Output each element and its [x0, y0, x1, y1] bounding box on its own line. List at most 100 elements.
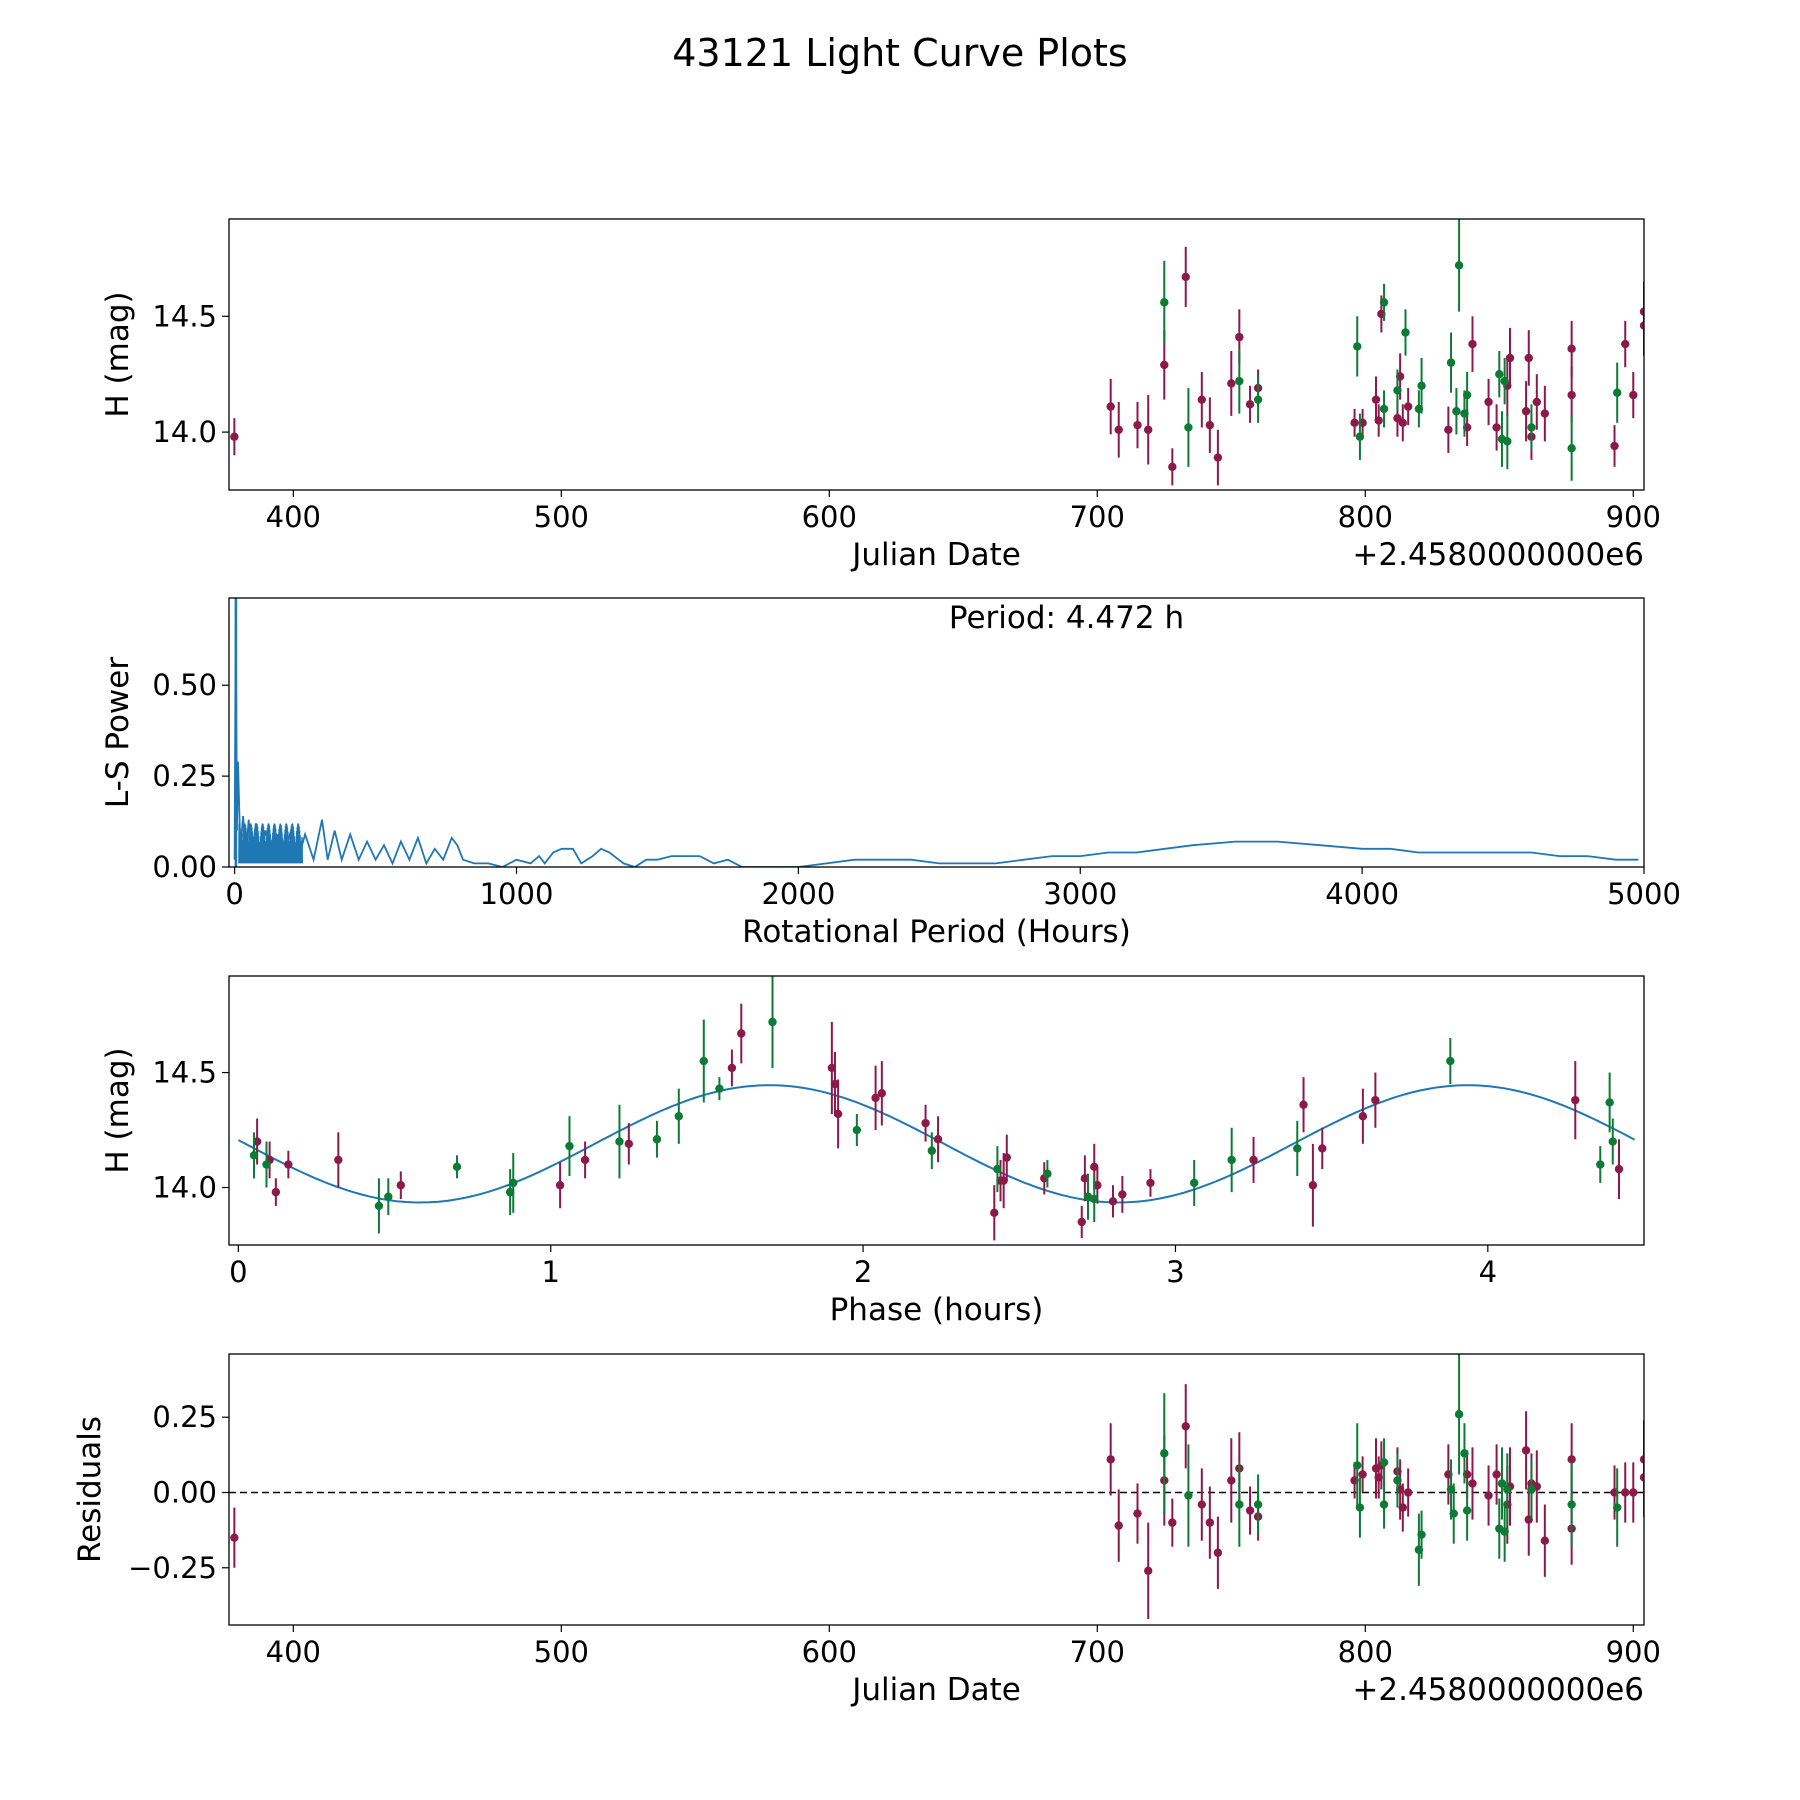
- data-point: [230, 432, 239, 441]
- data-point: [1379, 1458, 1389, 1467]
- series-green: [1160, 219, 1622, 481]
- data-point: [737, 1029, 746, 1038]
- data-point: [1500, 376, 1509, 386]
- data-point: [833, 1109, 843, 1119]
- data-point: [1614, 1164, 1624, 1174]
- data-point: [1596, 1160, 1605, 1169]
- data-point: [727, 1063, 737, 1073]
- x-tick-label: 800: [1338, 500, 1393, 534]
- data-point: [1527, 1485, 1536, 1494]
- data-point: [1213, 453, 1223, 462]
- data-point: [284, 1160, 293, 1169]
- data-point: [1521, 407, 1531, 416]
- data-point: [1249, 1155, 1258, 1165]
- data-point: [1452, 407, 1461, 416]
- axes-frame: [228, 218, 1645, 491]
- x-tick-label: 500: [534, 500, 589, 534]
- x-tick-label: 4: [1479, 1255, 1497, 1289]
- data-point: [1245, 1506, 1255, 1515]
- x-tick-label: 2000: [761, 877, 835, 911]
- data-point: [1462, 390, 1472, 400]
- y-tick-label: 0.25: [152, 759, 217, 793]
- y-tick-label: 14.5: [152, 299, 217, 333]
- data-point: [1133, 1509, 1142, 1518]
- data-point: [1108, 1197, 1118, 1206]
- data-point: [852, 1125, 862, 1135]
- data-point: [1460, 1449, 1469, 1458]
- period-annotation: Period: 4.472 h: [949, 600, 1184, 636]
- data-point: [1540, 409, 1550, 418]
- data-point: [1184, 1491, 1193, 1500]
- x-tick-label: 2: [854, 1255, 872, 1289]
- data-point: [1235, 376, 1244, 386]
- data-point: [1629, 1488, 1638, 1497]
- data-point: [1353, 342, 1362, 351]
- data-point: [1639, 1455, 1644, 1464]
- data-point: [1417, 381, 1426, 390]
- data-point: [1355, 1503, 1365, 1512]
- x-tick-label: 900: [1606, 500, 1661, 534]
- data-point: [1371, 1095, 1380, 1105]
- data-point: [1227, 1155, 1236, 1165]
- data-point: [877, 1089, 887, 1098]
- data-point: [1505, 353, 1515, 363]
- data-point: [1080, 1174, 1090, 1183]
- data-point: [1118, 1190, 1127, 1199]
- data-point: [1605, 1098, 1614, 1107]
- data-point: [1462, 1506, 1472, 1515]
- data-point: [452, 1162, 462, 1172]
- x-tick-label: 700: [1070, 500, 1125, 534]
- x-tick-label: 3000: [1043, 877, 1117, 911]
- y-tick-label: −0.25: [128, 1551, 217, 1585]
- periodogram-short-period-band: [238, 823, 303, 864]
- data-point: [1379, 298, 1389, 307]
- data-point: [1227, 1476, 1236, 1485]
- data-point: [624, 1139, 634, 1149]
- data-point: [1417, 1530, 1426, 1539]
- data-point: [1002, 1153, 1011, 1162]
- x-tick-label: 1: [542, 1255, 560, 1289]
- x-axis-label: Julian Date: [850, 1672, 1021, 1708]
- data-point: [1106, 402, 1115, 411]
- data-point: [1629, 390, 1638, 400]
- data-point: [1492, 1470, 1501, 1479]
- data-point: [1527, 423, 1536, 432]
- data-point: [1484, 397, 1493, 407]
- figure-title: 43121 Light Curve Plots: [672, 31, 1127, 75]
- data-point: [1398, 418, 1408, 428]
- data-point: [1639, 307, 1644, 316]
- axes-frame: [228, 1353, 1645, 1626]
- y-tick-label: 0.00: [152, 1476, 217, 1510]
- data-point: [1613, 388, 1622, 397]
- data-point: [565, 1141, 574, 1151]
- data-point: [1308, 1181, 1318, 1190]
- data-point: [615, 1137, 624, 1146]
- data-point: [1613, 1503, 1622, 1512]
- x-tick-label: 400: [266, 500, 321, 534]
- data-point: [1043, 1169, 1052, 1178]
- data-point: [334, 1155, 343, 1165]
- x-axis-label: Julian Date: [850, 537, 1021, 573]
- data-point: [827, 1063, 837, 1073]
- data-point: [262, 1160, 271, 1169]
- data-point: [1497, 1479, 1507, 1488]
- y-tick-label: 0.00: [152, 850, 217, 884]
- data-point: [1090, 1194, 1099, 1204]
- data-point: [1197, 1500, 1207, 1509]
- data-point: [1540, 1536, 1550, 1545]
- x-tick-label: 4000: [1325, 877, 1399, 911]
- data-point: [1168, 1518, 1177, 1527]
- data-point: [1492, 423, 1501, 432]
- data-point: [249, 1151, 259, 1160]
- y-tick-label: 0.50: [152, 668, 217, 702]
- plot-area: [229, 1354, 1644, 1619]
- data-point: [1449, 1509, 1458, 1518]
- data-point: [1503, 437, 1512, 446]
- y-axis-label: L-S Power: [100, 657, 136, 808]
- data-point: [396, 1181, 405, 1190]
- data-point: [1253, 395, 1263, 404]
- periodogram-line: [233, 598, 1639, 867]
- data-point: [1205, 1518, 1215, 1527]
